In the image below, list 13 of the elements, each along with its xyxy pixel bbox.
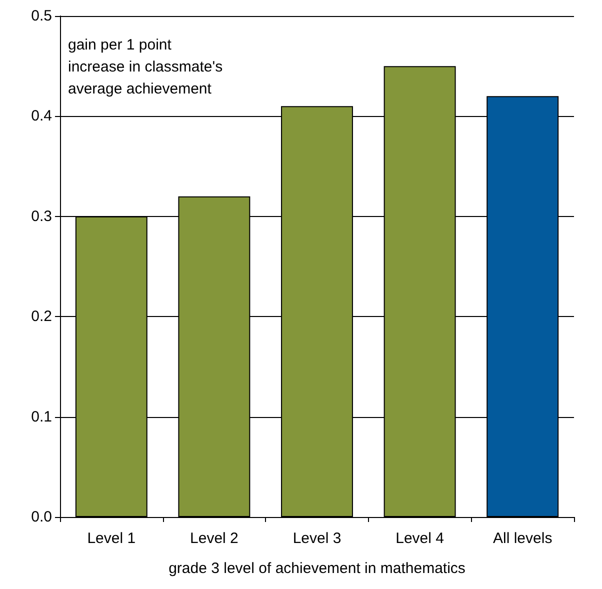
x-axis-title: grade 3 level of achievement in mathematics [168,560,466,577]
y-tick-label: 0.1 [31,408,52,426]
x-tick-label: Level 1 [87,530,136,547]
y-tick-label: 0.4 [31,108,52,125]
y-tick-label: 0.5 [31,8,52,24]
x-tick-label: Level 2 [190,530,238,547]
x-tick-label: Level 4 [396,530,444,547]
y-tick-label: 0.2 [31,308,52,326]
x-tick-label: All levels [493,530,552,547]
y-axis-title: gain per 1 point increase in classmate's average achievement [68,36,223,98]
x-tick-label: Level 3 [292,530,342,547]
y-tick-label: 0.3 [31,208,52,225]
y-tick-label: 0.0 [31,508,52,526]
